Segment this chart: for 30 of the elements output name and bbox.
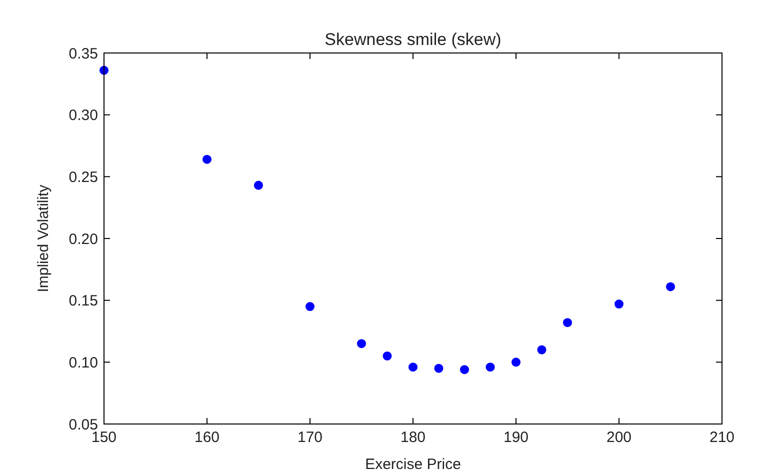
point [408,362,418,372]
x-tick-label: 150 [91,429,117,446]
point [202,154,212,164]
point [562,318,572,328]
point [511,358,521,367]
x-tick-label: 160 [194,429,220,446]
x-tick-label: 190 [503,429,529,446]
point [666,282,676,292]
x-tick-label: 180 [400,429,426,446]
point [356,339,366,348]
y-tick-label: 0.25 [68,168,98,186]
y-tick-label: 0.20 [68,230,98,248]
x-tick-label: 170 [297,429,323,446]
y-axis-title: Implied Volatility [35,184,52,292]
point [305,302,315,312]
point [486,362,495,372]
point [382,351,392,360]
point [537,345,546,354]
x-tick-label: 200 [606,429,632,446]
y-tick-label: 0.15 [68,292,98,310]
x-tick-label: 210 [709,429,735,446]
point [254,180,264,190]
y-tick-label: 0.30 [68,107,98,124]
y-tick-label: 0.10 [68,354,98,372]
point [434,364,444,373]
y-tick-label: 0.35 [68,45,98,62]
chart-title: Skewness smile (skew) [324,30,502,49]
point [614,300,624,309]
x-axis-title: Exercise Price [365,456,461,473]
point [460,365,470,374]
